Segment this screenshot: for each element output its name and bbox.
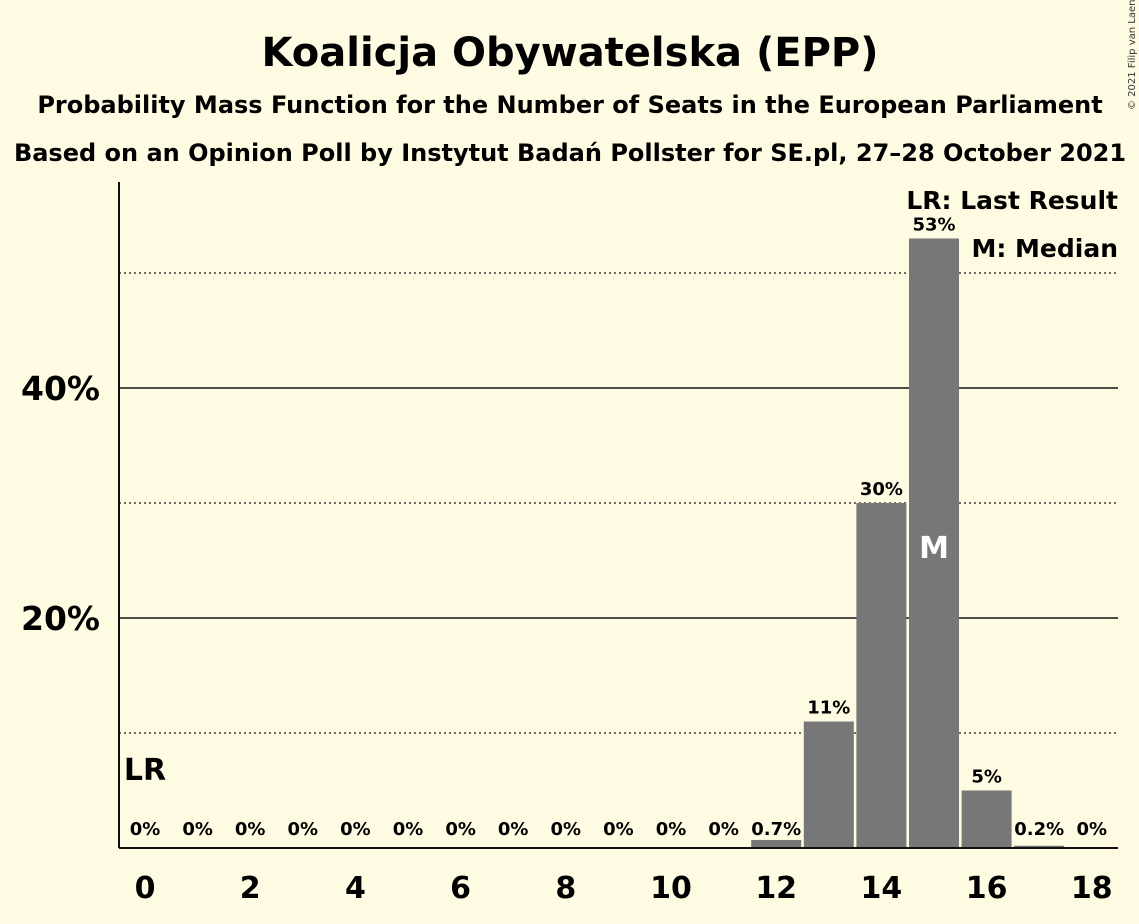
x-tick-label: 16 xyxy=(966,871,1008,906)
x-tick-label: 4 xyxy=(345,871,366,906)
x-tick-label: 2 xyxy=(240,871,261,906)
bar xyxy=(1014,845,1065,848)
bar-value-label: 0.7% xyxy=(751,819,801,840)
legend-median: M: Median xyxy=(971,234,1118,263)
median-marker: M xyxy=(919,531,949,566)
last-result-marker: LR xyxy=(124,753,166,788)
bar-value-label: 30% xyxy=(860,479,903,500)
axes: 20% 40% 0 2 4 6 8 10 12 14 16 18 xyxy=(21,182,1118,906)
x-tick-label: 0 xyxy=(135,871,156,906)
bar-value-label: 0% xyxy=(288,819,319,840)
bar-value-label: 0% xyxy=(603,819,634,840)
y-tick-label: 20% xyxy=(21,599,100,638)
x-tick-label: 10 xyxy=(650,871,692,906)
chart-subtitle-2: Based on an Opinion Poll by Instytut Bad… xyxy=(14,139,1126,167)
bar-value-label: 0% xyxy=(340,819,371,840)
x-tick-label: 6 xyxy=(450,871,471,906)
bar xyxy=(909,238,959,848)
bar-value-label: 0% xyxy=(551,819,582,840)
bar-value-label: 0% xyxy=(656,819,687,840)
bar-value-label: 0% xyxy=(708,819,739,840)
bar-value-label: 0% xyxy=(130,819,161,840)
chart-title: Koalicja Obywatelska (EPP) xyxy=(262,30,879,76)
bar-value-label: 5% xyxy=(971,767,1002,788)
bar xyxy=(751,839,802,848)
bar xyxy=(961,790,1012,848)
bar-value-label: 0% xyxy=(235,819,266,840)
y-tick-label: 40% xyxy=(21,369,100,408)
gridlines xyxy=(119,272,1118,734)
x-tick-label: 12 xyxy=(755,871,797,906)
bar-value-label: 11% xyxy=(807,698,850,719)
bar-value-label: 0% xyxy=(393,819,424,840)
bar xyxy=(856,503,907,848)
copyright-notice: © 2021 Filip van Laenen xyxy=(1127,0,1138,110)
bar-value-label: 0% xyxy=(182,819,213,840)
bar xyxy=(803,721,854,848)
x-tick-label: 18 xyxy=(1071,871,1113,906)
x-tick-label: 8 xyxy=(555,871,576,906)
bar-value-label: 53% xyxy=(912,215,955,236)
bar-value-label: 0% xyxy=(1077,819,1108,840)
bars: 0% 0% 0% 0% 0% 0% 0% 0% 0% 0% 0% 0% 0.7% 11% 30% 53% 5% 0… xyxy=(124,215,1108,848)
legend-last-result: LR: Last Result xyxy=(906,186,1118,215)
bar-value-label: 0.2% xyxy=(1014,819,1064,840)
bar-value-label: 0% xyxy=(498,819,529,840)
x-tick-label: 14 xyxy=(861,871,903,906)
bar-value-label: 0% xyxy=(445,819,476,840)
chart-subtitle: Probability Mass Function for the Number… xyxy=(37,91,1102,119)
